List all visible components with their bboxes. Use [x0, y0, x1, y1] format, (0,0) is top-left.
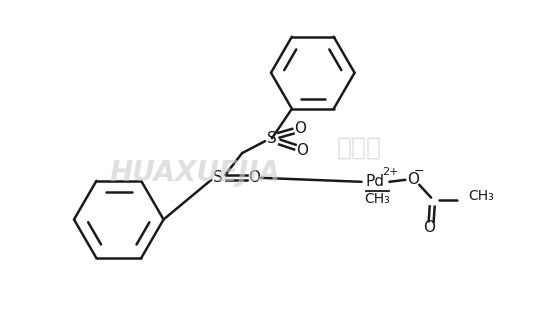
Text: O: O: [294, 121, 306, 136]
Text: Pd: Pd: [366, 174, 385, 189]
Text: 化学加: 化学加: [337, 136, 382, 160]
Text: −: −: [414, 165, 424, 178]
Text: 2+: 2+: [382, 167, 399, 177]
Text: O: O: [423, 220, 435, 235]
Text: CH₃: CH₃: [468, 189, 494, 203]
Text: O: O: [407, 172, 419, 187]
Text: O: O: [248, 170, 260, 185]
Text: HUAXUEJIA: HUAXUEJIA: [110, 159, 281, 187]
Text: S: S: [213, 170, 223, 185]
Text: S: S: [267, 131, 277, 146]
Text: CH₃: CH₃: [364, 192, 390, 206]
Text: O: O: [296, 143, 308, 158]
